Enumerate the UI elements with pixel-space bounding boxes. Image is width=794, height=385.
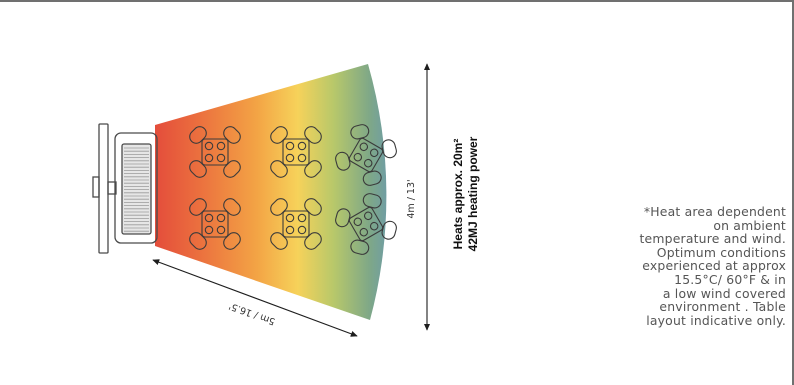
place-setting <box>353 152 363 162</box>
table <box>201 138 229 166</box>
place-setting <box>204 225 214 235</box>
table-set-0 <box>189 126 241 178</box>
place-setting <box>297 153 307 163</box>
place-setting <box>363 158 373 168</box>
place-setting <box>297 213 307 223</box>
place-setting <box>297 225 307 235</box>
place-setting <box>363 211 373 221</box>
table-layout <box>189 124 397 255</box>
place-setting <box>216 153 226 163</box>
table-set-2 <box>270 126 322 178</box>
table-set-5 <box>335 193 397 255</box>
place-setting <box>285 153 295 163</box>
width-label: 4m / 13' <box>406 179 417 218</box>
heater-body <box>114 132 158 244</box>
heat-area-disclaimer: *Heat area dependent on ambient temperat… <box>639 204 786 328</box>
place-setting <box>359 227 369 237</box>
table <box>201 210 229 238</box>
place-setting <box>353 217 363 227</box>
place-setting <box>359 142 369 152</box>
heat-area-title: Heats approx. 20m² <box>451 139 465 250</box>
place-setting <box>297 141 307 151</box>
place-setting <box>204 213 214 223</box>
place-setting <box>285 225 295 235</box>
place-setting <box>369 148 379 158</box>
place-setting <box>204 141 214 151</box>
table <box>282 210 310 238</box>
length-dimension-arrow <box>152 259 358 337</box>
place-setting <box>369 221 379 231</box>
place-setting <box>216 225 226 235</box>
bracket-arm <box>107 181 117 195</box>
place-setting <box>285 141 295 151</box>
table-set-1 <box>189 198 241 250</box>
heater-grille <box>121 143 152 235</box>
heater-unit <box>92 123 158 254</box>
table-set-4 <box>335 124 397 186</box>
place-setting <box>216 213 226 223</box>
table <box>282 138 310 166</box>
grille-lines <box>124 147 149 232</box>
length-label: 5m / 16.5' <box>228 300 277 327</box>
wall-mount-plate <box>98 123 109 254</box>
table <box>348 206 384 242</box>
place-setting <box>216 141 226 151</box>
table-set-3 <box>270 198 322 250</box>
heating-power-label: 42MJ heating power <box>466 136 480 251</box>
place-setting <box>204 153 214 163</box>
place-setting <box>285 213 295 223</box>
heating-capacity: Heats approx. 20m² 42MJ heating power <box>451 136 480 251</box>
table <box>348 137 384 173</box>
mount-bracket <box>92 176 100 198</box>
heat-area-fan <box>155 64 387 320</box>
